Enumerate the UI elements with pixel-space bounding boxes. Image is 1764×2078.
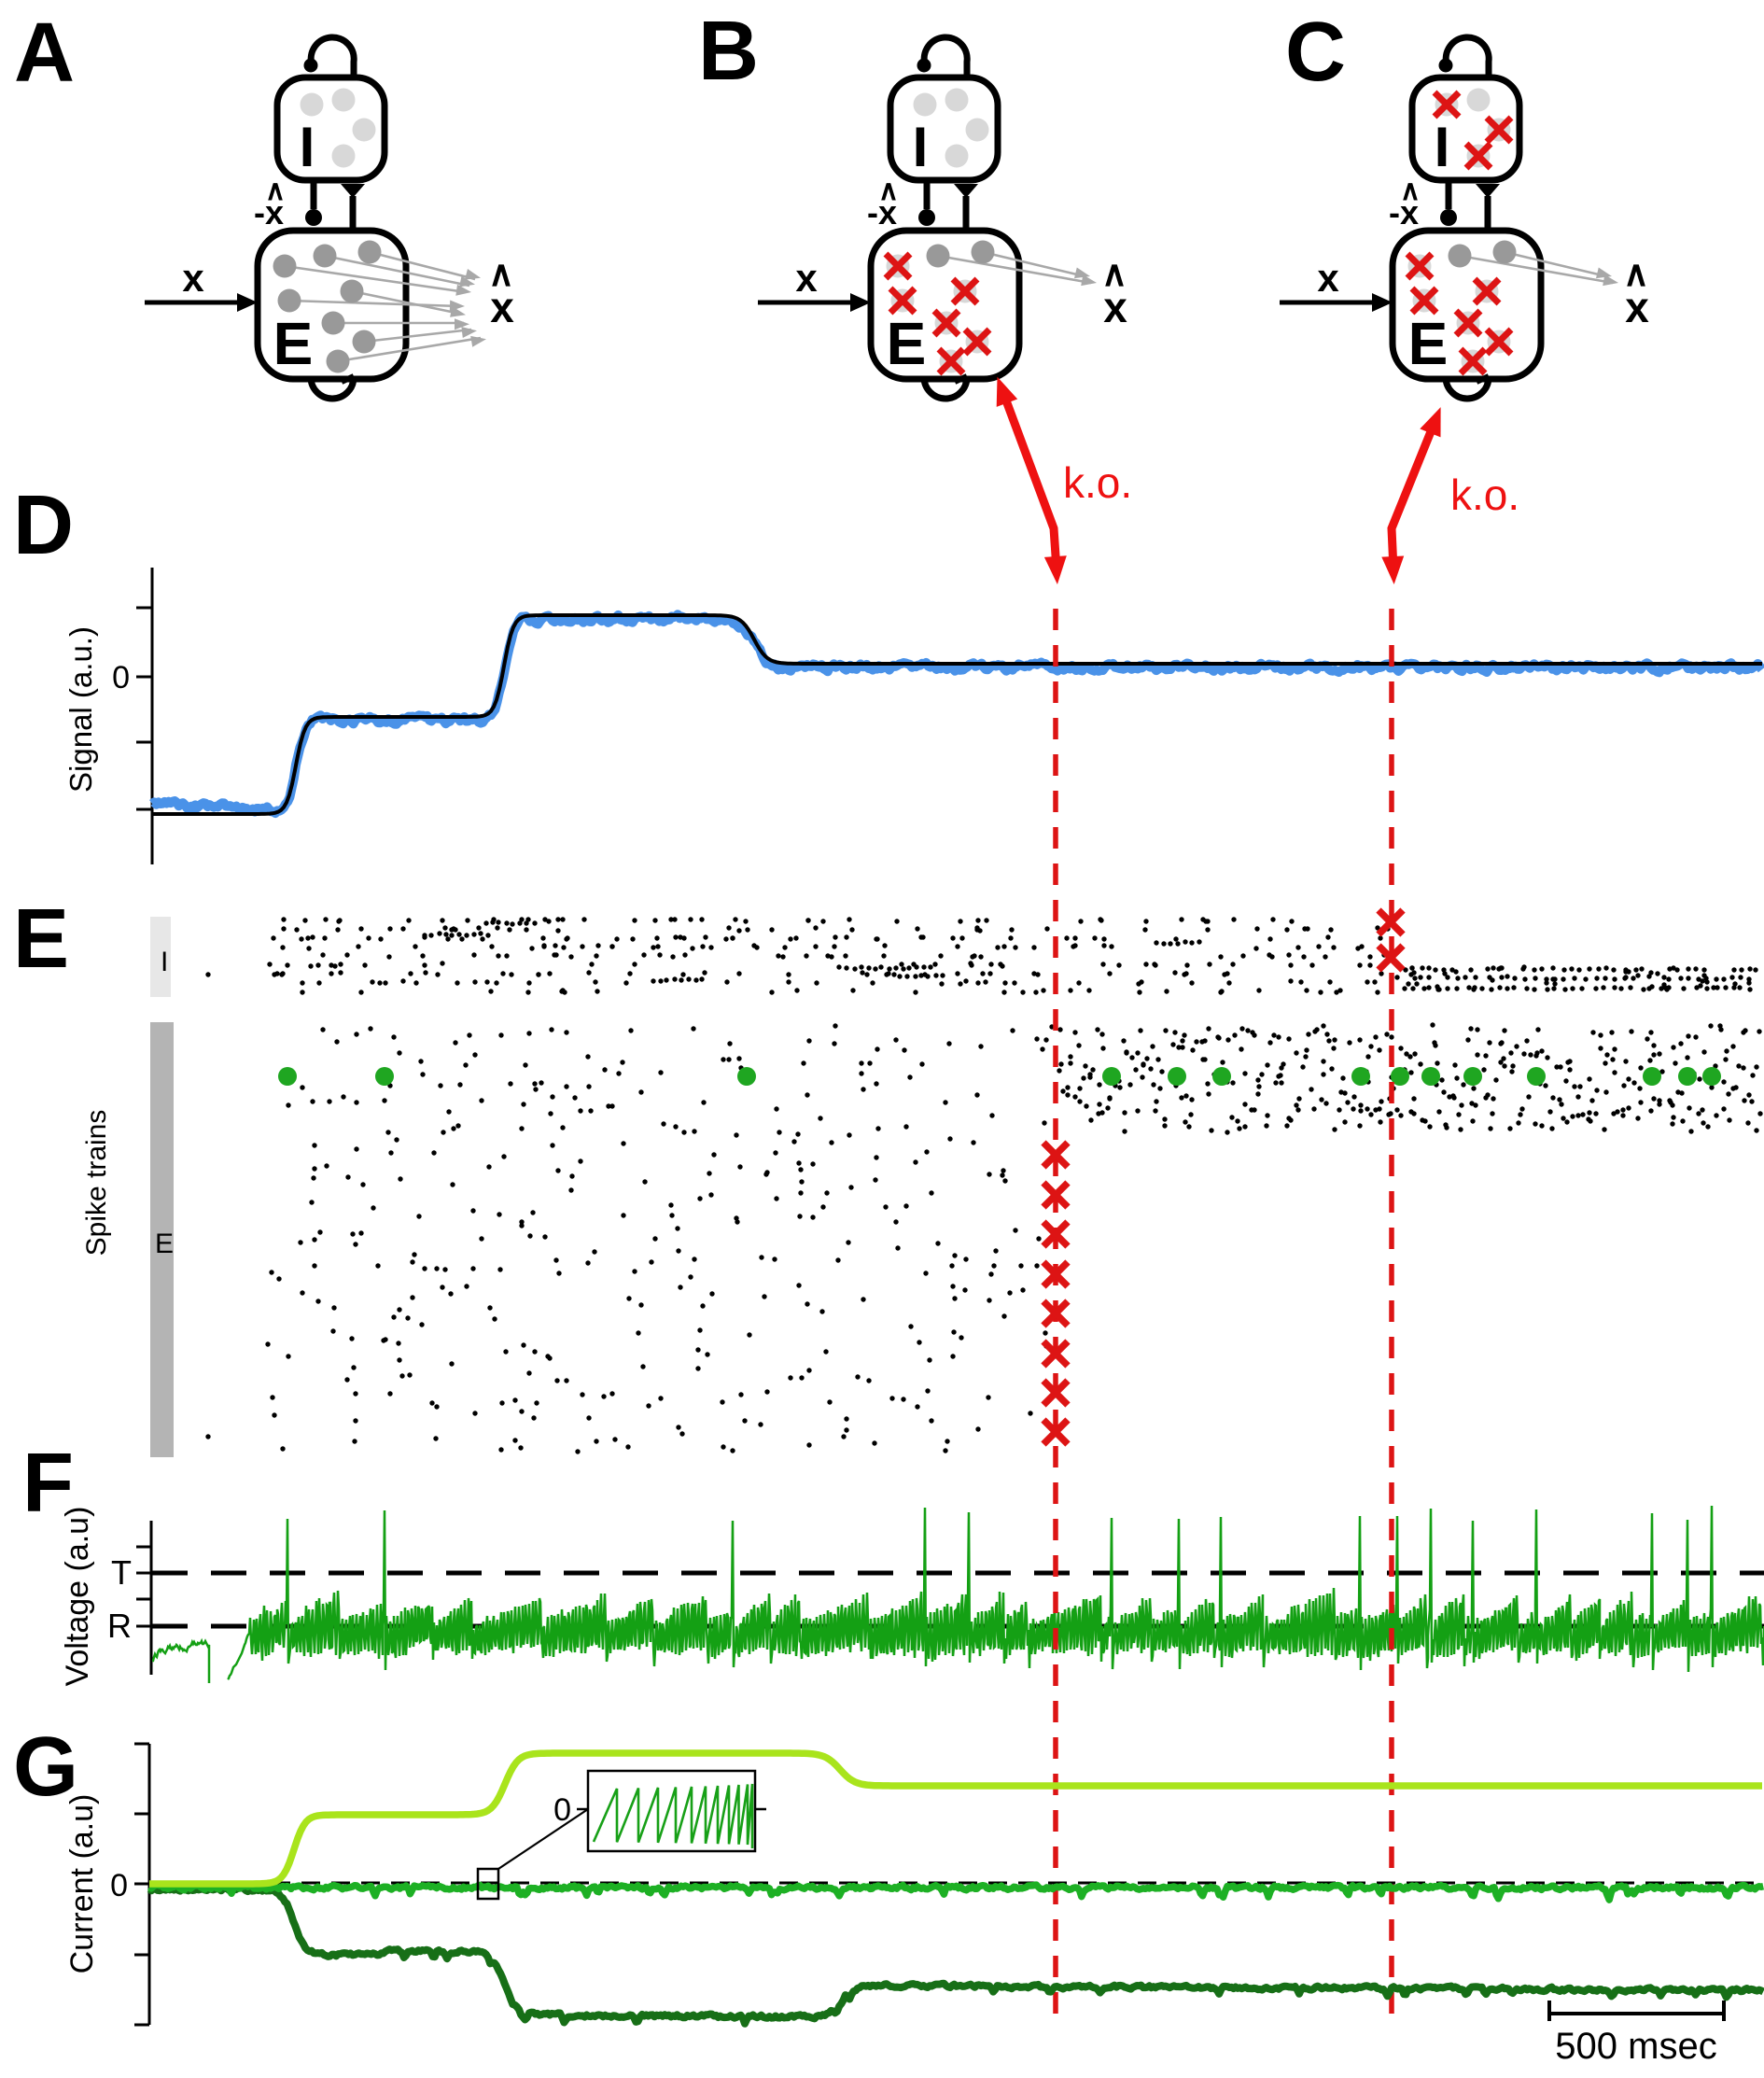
- svg-text:∧: ∧: [1400, 176, 1421, 206]
- svg-text:∧: ∧: [265, 176, 286, 206]
- svg-text:x: x: [1625, 283, 1649, 331]
- svg-text:x: x: [182, 256, 204, 300]
- svg-text:k.o.: k.o.: [1450, 470, 1519, 519]
- svg-text:0: 0: [112, 660, 130, 695]
- svg-text:k.o.: k.o.: [1063, 458, 1132, 507]
- svg-text:I: I: [161, 947, 168, 977]
- svg-text:x: x: [795, 256, 818, 300]
- svg-text:-x: -x: [254, 193, 284, 232]
- svg-text:R: R: [107, 1607, 132, 1645]
- svg-text:F: F: [22, 1437, 74, 1530]
- svg-text:Current (a.u): Current (a.u): [64, 1794, 100, 1974]
- svg-text:0: 0: [110, 1868, 128, 1903]
- svg-text:I: I: [913, 116, 929, 178]
- svg-text:∧: ∧: [1623, 255, 1649, 294]
- svg-text:0: 0: [553, 1792, 571, 1828]
- svg-text:Signal (a.u.): Signal (a.u.): [63, 626, 98, 793]
- svg-text:E: E: [13, 892, 69, 986]
- svg-text:Spike trains: Spike trains: [81, 1110, 112, 1257]
- svg-text:500 msec: 500 msec: [1555, 2026, 1716, 2067]
- svg-text:E: E: [1408, 310, 1449, 377]
- svg-text:E: E: [155, 1229, 174, 1259]
- svg-text:D: D: [13, 479, 74, 572]
- svg-text:C: C: [1285, 6, 1346, 99]
- svg-text:E: E: [273, 310, 314, 377]
- svg-text:∧: ∧: [1101, 255, 1127, 294]
- svg-text:-x: -x: [867, 193, 897, 232]
- svg-text:I: I: [1435, 116, 1450, 178]
- svg-text:∧: ∧: [878, 176, 899, 206]
- svg-text:x: x: [490, 283, 514, 331]
- svg-text:x: x: [1103, 283, 1127, 331]
- svg-text:T: T: [111, 1553, 132, 1592]
- svg-text:A: A: [14, 7, 75, 100]
- svg-text:B: B: [698, 5, 759, 98]
- svg-text:I: I: [300, 116, 315, 178]
- svg-text:∧: ∧: [488, 255, 514, 294]
- svg-text:Voltage (a.u): Voltage (a.u): [60, 1507, 95, 1687]
- svg-text:E: E: [887, 310, 927, 377]
- svg-text:x: x: [1317, 256, 1339, 300]
- svg-text:-x: -x: [1389, 193, 1419, 232]
- svg-text:G: G: [13, 1720, 78, 1814]
